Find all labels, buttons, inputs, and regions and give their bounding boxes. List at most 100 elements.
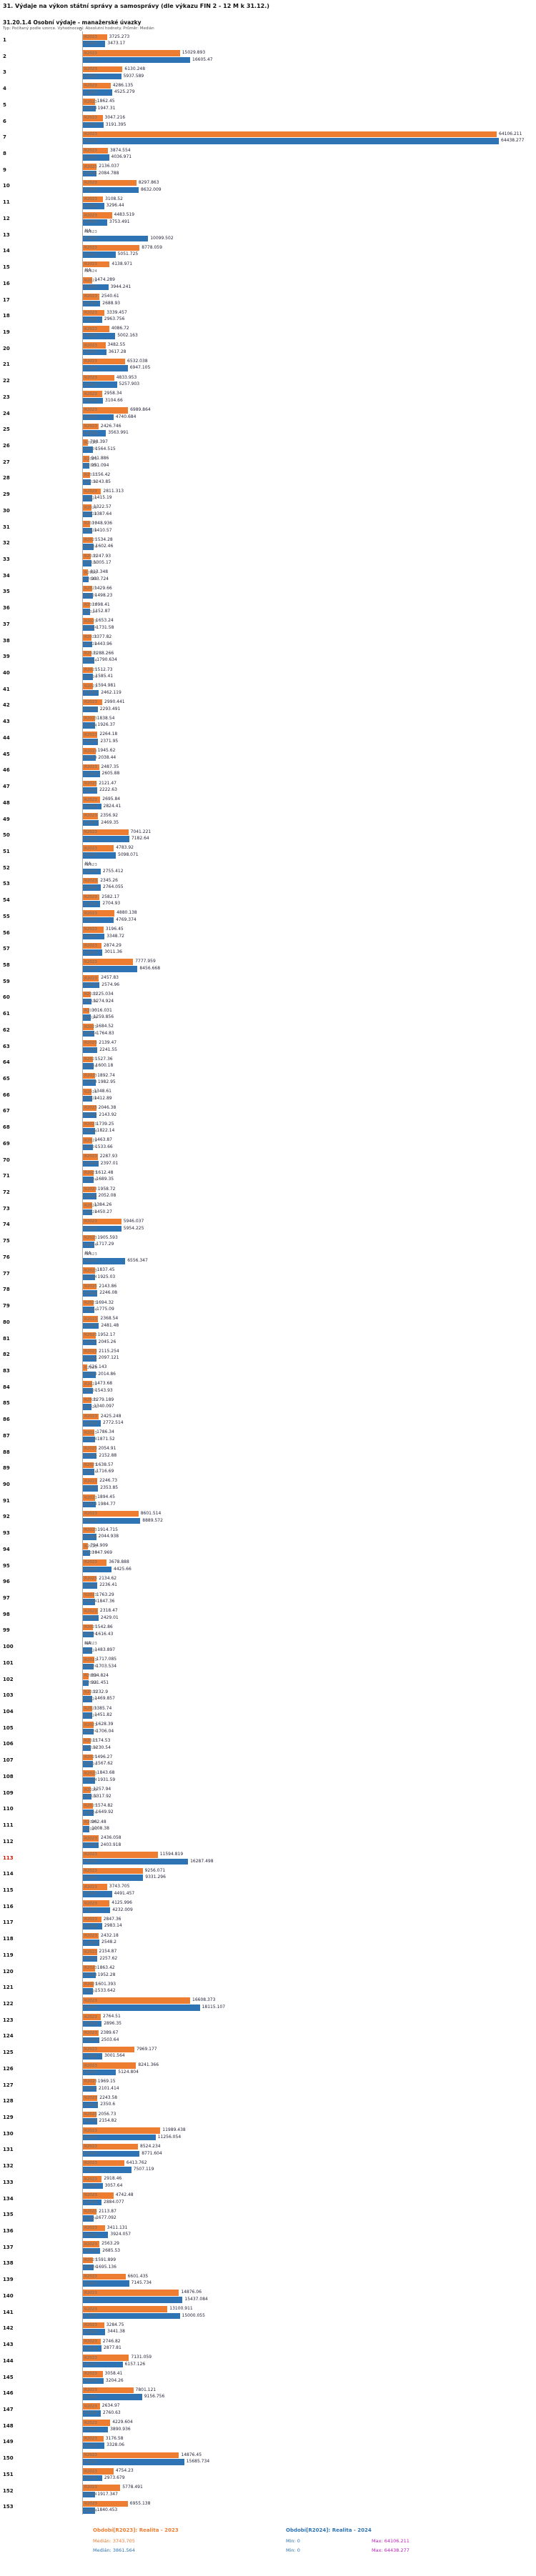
bar-r2024[interactable]	[83, 836, 129, 842]
bar-r2024[interactable]	[83, 1793, 91, 1800]
bar-r2023[interactable]	[83, 1527, 96, 1534]
bar-r2024[interactable]	[83, 1988, 93, 1995]
bar-r2024[interactable]	[83, 787, 98, 794]
bar-r2023[interactable]	[83, 391, 102, 397]
bar-r2023[interactable]	[83, 1364, 87, 1371]
bar-r2023[interactable]	[83, 732, 98, 738]
bar-r2023[interactable]	[83, 1867, 143, 1874]
bar-r2023[interactable]	[83, 715, 95, 722]
bar-r2024[interactable]	[83, 1209, 93, 1216]
bar-r2023[interactable]	[83, 2160, 124, 2167]
bar-r2023[interactable]	[83, 1835, 99, 1842]
bar-r2023[interactable]	[83, 1089, 92, 1095]
bar-r2024[interactable]	[83, 2394, 142, 2400]
bar-r2024[interactable]	[83, 2329, 106, 2335]
bar-r2023[interactable]	[83, 1997, 190, 2004]
bar-r2023[interactable]	[83, 764, 99, 771]
bar-r2023[interactable]	[83, 780, 97, 787]
bar-r2023[interactable]	[83, 2111, 96, 2117]
bar-r2023[interactable]	[83, 2014, 101, 2020]
bar-r2024[interactable]	[83, 1112, 97, 1119]
bar-r2023[interactable]	[83, 601, 90, 609]
bar-r2023[interactable]	[83, 910, 115, 917]
bar-r2024[interactable]	[83, 868, 101, 875]
bar-r2023[interactable]	[83, 1965, 95, 1972]
bar-r2024[interactable]	[83, 1955, 98, 1962]
bar-r2023[interactable]	[83, 504, 91, 511]
bar-r2023[interactable]	[83, 650, 91, 657]
bar-r2023[interactable]	[83, 99, 95, 105]
bar-r2024[interactable]	[83, 982, 100, 989]
bar-r2024[interactable]	[83, 1177, 94, 1183]
bar-r2023[interactable]	[83, 1267, 95, 1274]
bar-r2024[interactable]	[83, 495, 92, 501]
bar-r2024[interactable]	[83, 771, 100, 777]
bar-r2023[interactable]	[83, 1705, 92, 1712]
bar-r2024[interactable]	[83, 966, 138, 972]
bar-r2023[interactable]	[83, 2079, 96, 2085]
bar-r2024[interactable]	[83, 1534, 96, 1540]
bar-r2023[interactable]	[83, 196, 104, 203]
bar-r2023[interactable]	[83, 1754, 93, 1761]
bar-r2024[interactable]	[83, 998, 91, 1004]
bar-r2023[interactable]	[83, 1169, 94, 1177]
bar-r2023[interactable]	[83, 2468, 114, 2475]
bar-r2023[interactable]	[83, 829, 129, 836]
bar-r2024[interactable]	[83, 1030, 94, 1037]
bar-r2024[interactable]	[83, 1614, 99, 1622]
bar-r2024[interactable]	[83, 624, 94, 631]
bar-r2023[interactable]	[83, 1900, 110, 1907]
bar-r2024[interactable]	[83, 2426, 109, 2433]
bar-r2024[interactable]	[83, 560, 91, 566]
bar-r2023[interactable]	[83, 1608, 98, 1614]
bar-r2023[interactable]	[83, 277, 93, 284]
bar-r2024[interactable]	[83, 1387, 93, 1394]
bar-r2023[interactable]	[83, 326, 109, 332]
bar-r2023[interactable]	[83, 34, 107, 40]
bar-r2023[interactable]	[83, 2225, 105, 2232]
bar-r2024[interactable]	[83, 1339, 96, 1346]
bar-r2024[interactable]	[83, 739, 99, 745]
bar-r2024[interactable]	[83, 1047, 98, 1054]
bar-r2023[interactable]	[83, 959, 134, 965]
bar-r2023[interactable]	[83, 212, 112, 219]
bar-r2024[interactable]	[83, 1274, 96, 1281]
bar-r2024[interactable]	[83, 949, 103, 956]
bar-r2024[interactable]	[83, 121, 104, 129]
bar-r2023[interactable]	[83, 66, 123, 73]
bar-r2023[interactable]	[83, 1381, 93, 1387]
bar-r2024[interactable]	[83, 674, 94, 680]
bar-r2024[interactable]	[83, 316, 102, 323]
bar-r2024[interactable]	[83, 73, 121, 80]
bar-r2023[interactable]	[83, 1916, 101, 1923]
bar-r2024[interactable]	[83, 1160, 99, 1167]
bar-r2023[interactable]	[83, 927, 104, 933]
bar-r2024[interactable]	[83, 592, 93, 599]
bar-r2023[interactable]	[83, 2192, 114, 2199]
bar-r2023[interactable]	[83, 1852, 158, 1858]
bar-r2024[interactable]	[83, 89, 112, 96]
bar-r2024[interactable]	[83, 1079, 96, 1086]
bar-r2023[interactable]	[83, 1949, 97, 1955]
bar-r2023[interactable]	[83, 1397, 91, 1404]
bar-r2023[interactable]	[83, 294, 99, 300]
bar-r2024[interactable]	[83, 2491, 96, 2498]
bar-r2023[interactable]	[83, 521, 90, 527]
bar-r2024[interactable]	[83, 657, 95, 664]
bar-r2023[interactable]	[83, 131, 497, 138]
bar-r2024[interactable]	[83, 2020, 102, 2027]
bar-r2023[interactable]	[83, 2485, 121, 2491]
bar-r2023[interactable]	[83, 536, 93, 544]
bar-r2024[interactable]	[83, 430, 106, 436]
bar-r2024[interactable]	[83, 1517, 141, 1524]
bar-r2024[interactable]	[83, 2247, 101, 2255]
bar-r2024[interactable]	[83, 1144, 93, 1151]
bar-r2024[interactable]	[83, 576, 89, 583]
bar-r2023[interactable]	[83, 975, 99, 982]
bar-r2024[interactable]	[83, 1599, 95, 1605]
bar-r2023[interactable]	[83, 1137, 93, 1144]
bar-r2024[interactable]	[83, 2167, 131, 2173]
bar-r2024[interactable]	[83, 1712, 93, 1719]
bar-r2024[interactable]	[83, 1128, 95, 1134]
bar-r2024[interactable]	[83, 186, 139, 194]
